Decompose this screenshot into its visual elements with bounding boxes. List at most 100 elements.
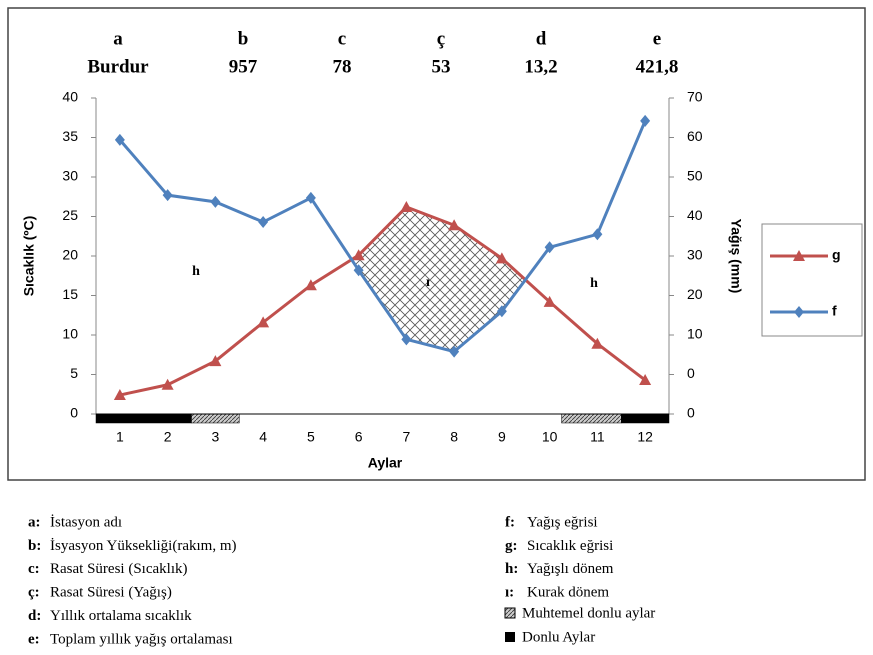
frost-bar: [95, 413, 192, 424]
note-text: İsyasyon Yüksekliği(rakım, m): [50, 538, 237, 554]
note-text: Yağışlı dönem: [527, 561, 614, 577]
legend-label: f: [832, 303, 837, 319]
data-point: [495, 252, 508, 264]
x-tick-label: 9: [498, 429, 506, 445]
annotation: ı: [426, 275, 430, 290]
note-key: h:: [505, 561, 518, 577]
y-tick-label: 5: [70, 365, 78, 381]
y-tick-label: 0: [70, 405, 78, 421]
possible-frost-bar: [561, 413, 622, 424]
data-point: [209, 355, 222, 367]
header-key: d: [536, 28, 547, 49]
y-axis-label: Sıcaklık (ºC): [21, 216, 37, 297]
data-point: [401, 333, 412, 346]
x-axis-label: Aylar: [368, 455, 403, 471]
x-tick-label: 11: [590, 429, 605, 445]
data-point: [258, 216, 269, 229]
x-tick-label: 4: [259, 429, 267, 445]
header-key: c: [338, 28, 346, 49]
header-value: 53: [432, 56, 451, 77]
data-point: [113, 389, 126, 401]
data-point: [544, 241, 555, 254]
y2-tick-label: 70: [687, 89, 703, 105]
possible-frost-bar: [191, 413, 240, 424]
data-point: [640, 114, 651, 127]
y-tick-label: 30: [62, 168, 78, 184]
note-key: f:: [505, 514, 515, 530]
data-point: [353, 264, 364, 277]
header-value: 421,8: [636, 56, 679, 77]
frost-bar: [621, 413, 670, 424]
note-key: c:: [28, 561, 40, 577]
y-tick-label: 20: [62, 247, 78, 263]
y2-tick-label: 60: [687, 128, 703, 144]
x-tick-label: 6: [355, 429, 363, 445]
note-text: Rasat Süresi (Sıcaklık): [50, 561, 187, 577]
data-point: [449, 345, 460, 358]
data-point: [114, 133, 125, 146]
y2-tick-label: 10: [687, 326, 703, 342]
data-point: [305, 191, 316, 204]
legend-marker: [793, 250, 805, 261]
header-key: b: [238, 28, 249, 49]
y-tick-label: 40: [62, 89, 78, 105]
header-key: a: [113, 28, 123, 49]
note-text: Donlu Aylar: [522, 629, 595, 645]
y-tick-label: 25: [62, 207, 78, 223]
note-key: e:: [28, 631, 40, 647]
possible-frost-symbol: [504, 607, 516, 619]
legend-label: g: [832, 247, 841, 263]
header-value: Burdur: [87, 56, 149, 77]
header-value: 13,2: [524, 56, 557, 77]
data-point: [592, 228, 603, 241]
y2-tick-label: 40: [687, 207, 703, 223]
note-text: Sıcaklık eğrisi: [527, 538, 613, 554]
data-point: [257, 316, 270, 328]
y2-axis-label: Yağış (mm): [728, 219, 744, 294]
series-line: [118, 120, 647, 354]
y-tick-label: 10: [62, 326, 78, 342]
y2-tick-label: 20: [687, 286, 703, 302]
x-tick-label: 2: [164, 429, 172, 445]
x-tick-label: 3: [211, 429, 219, 445]
note-text: Toplam yıllık yağış ortalaması: [50, 631, 233, 647]
note-key: ç:: [28, 585, 40, 601]
note-key: d:: [28, 608, 41, 624]
data-point: [352, 249, 365, 261]
y-tick-label: 15: [62, 286, 78, 302]
series-line: [119, 205, 647, 397]
note-text: Yağış eğrisi: [527, 514, 598, 530]
note-text: Muhtemel donlu aylar: [522, 605, 655, 621]
data-point: [639, 374, 652, 386]
y2-tick-label: 50: [687, 168, 703, 184]
data-point: [162, 189, 173, 202]
header-value: 78: [333, 56, 352, 77]
data-point: [591, 337, 604, 349]
annotation: h: [590, 276, 598, 291]
note-text: Yıllık ortalama sıcaklık: [50, 608, 192, 624]
x-tick-label: 10: [542, 429, 558, 445]
x-tick-label: 8: [450, 429, 458, 445]
data-point: [496, 305, 507, 318]
data-point: [210, 195, 221, 208]
note-text: Rasat Süresi (Yağış): [50, 585, 172, 601]
header-value: 957: [229, 56, 258, 77]
x-tick-label: 5: [307, 429, 315, 445]
annotation: h: [192, 264, 200, 279]
note-key: b:: [28, 538, 41, 554]
x-tick-label: 1: [116, 429, 124, 445]
data-point: [304, 279, 317, 291]
frost-symbol: [505, 632, 515, 642]
dry-period-area: [351, 207, 526, 352]
data-point: [543, 295, 556, 307]
y2-tick-label: 30: [687, 247, 703, 263]
header-key: ç: [437, 28, 445, 49]
x-tick-label: 12: [637, 429, 653, 445]
data-point: [161, 378, 174, 390]
y-tick-label: 35: [62, 128, 78, 144]
note-text: İstasyon adı: [50, 514, 122, 530]
data-point: [448, 219, 461, 231]
note-key: g:: [505, 538, 518, 554]
